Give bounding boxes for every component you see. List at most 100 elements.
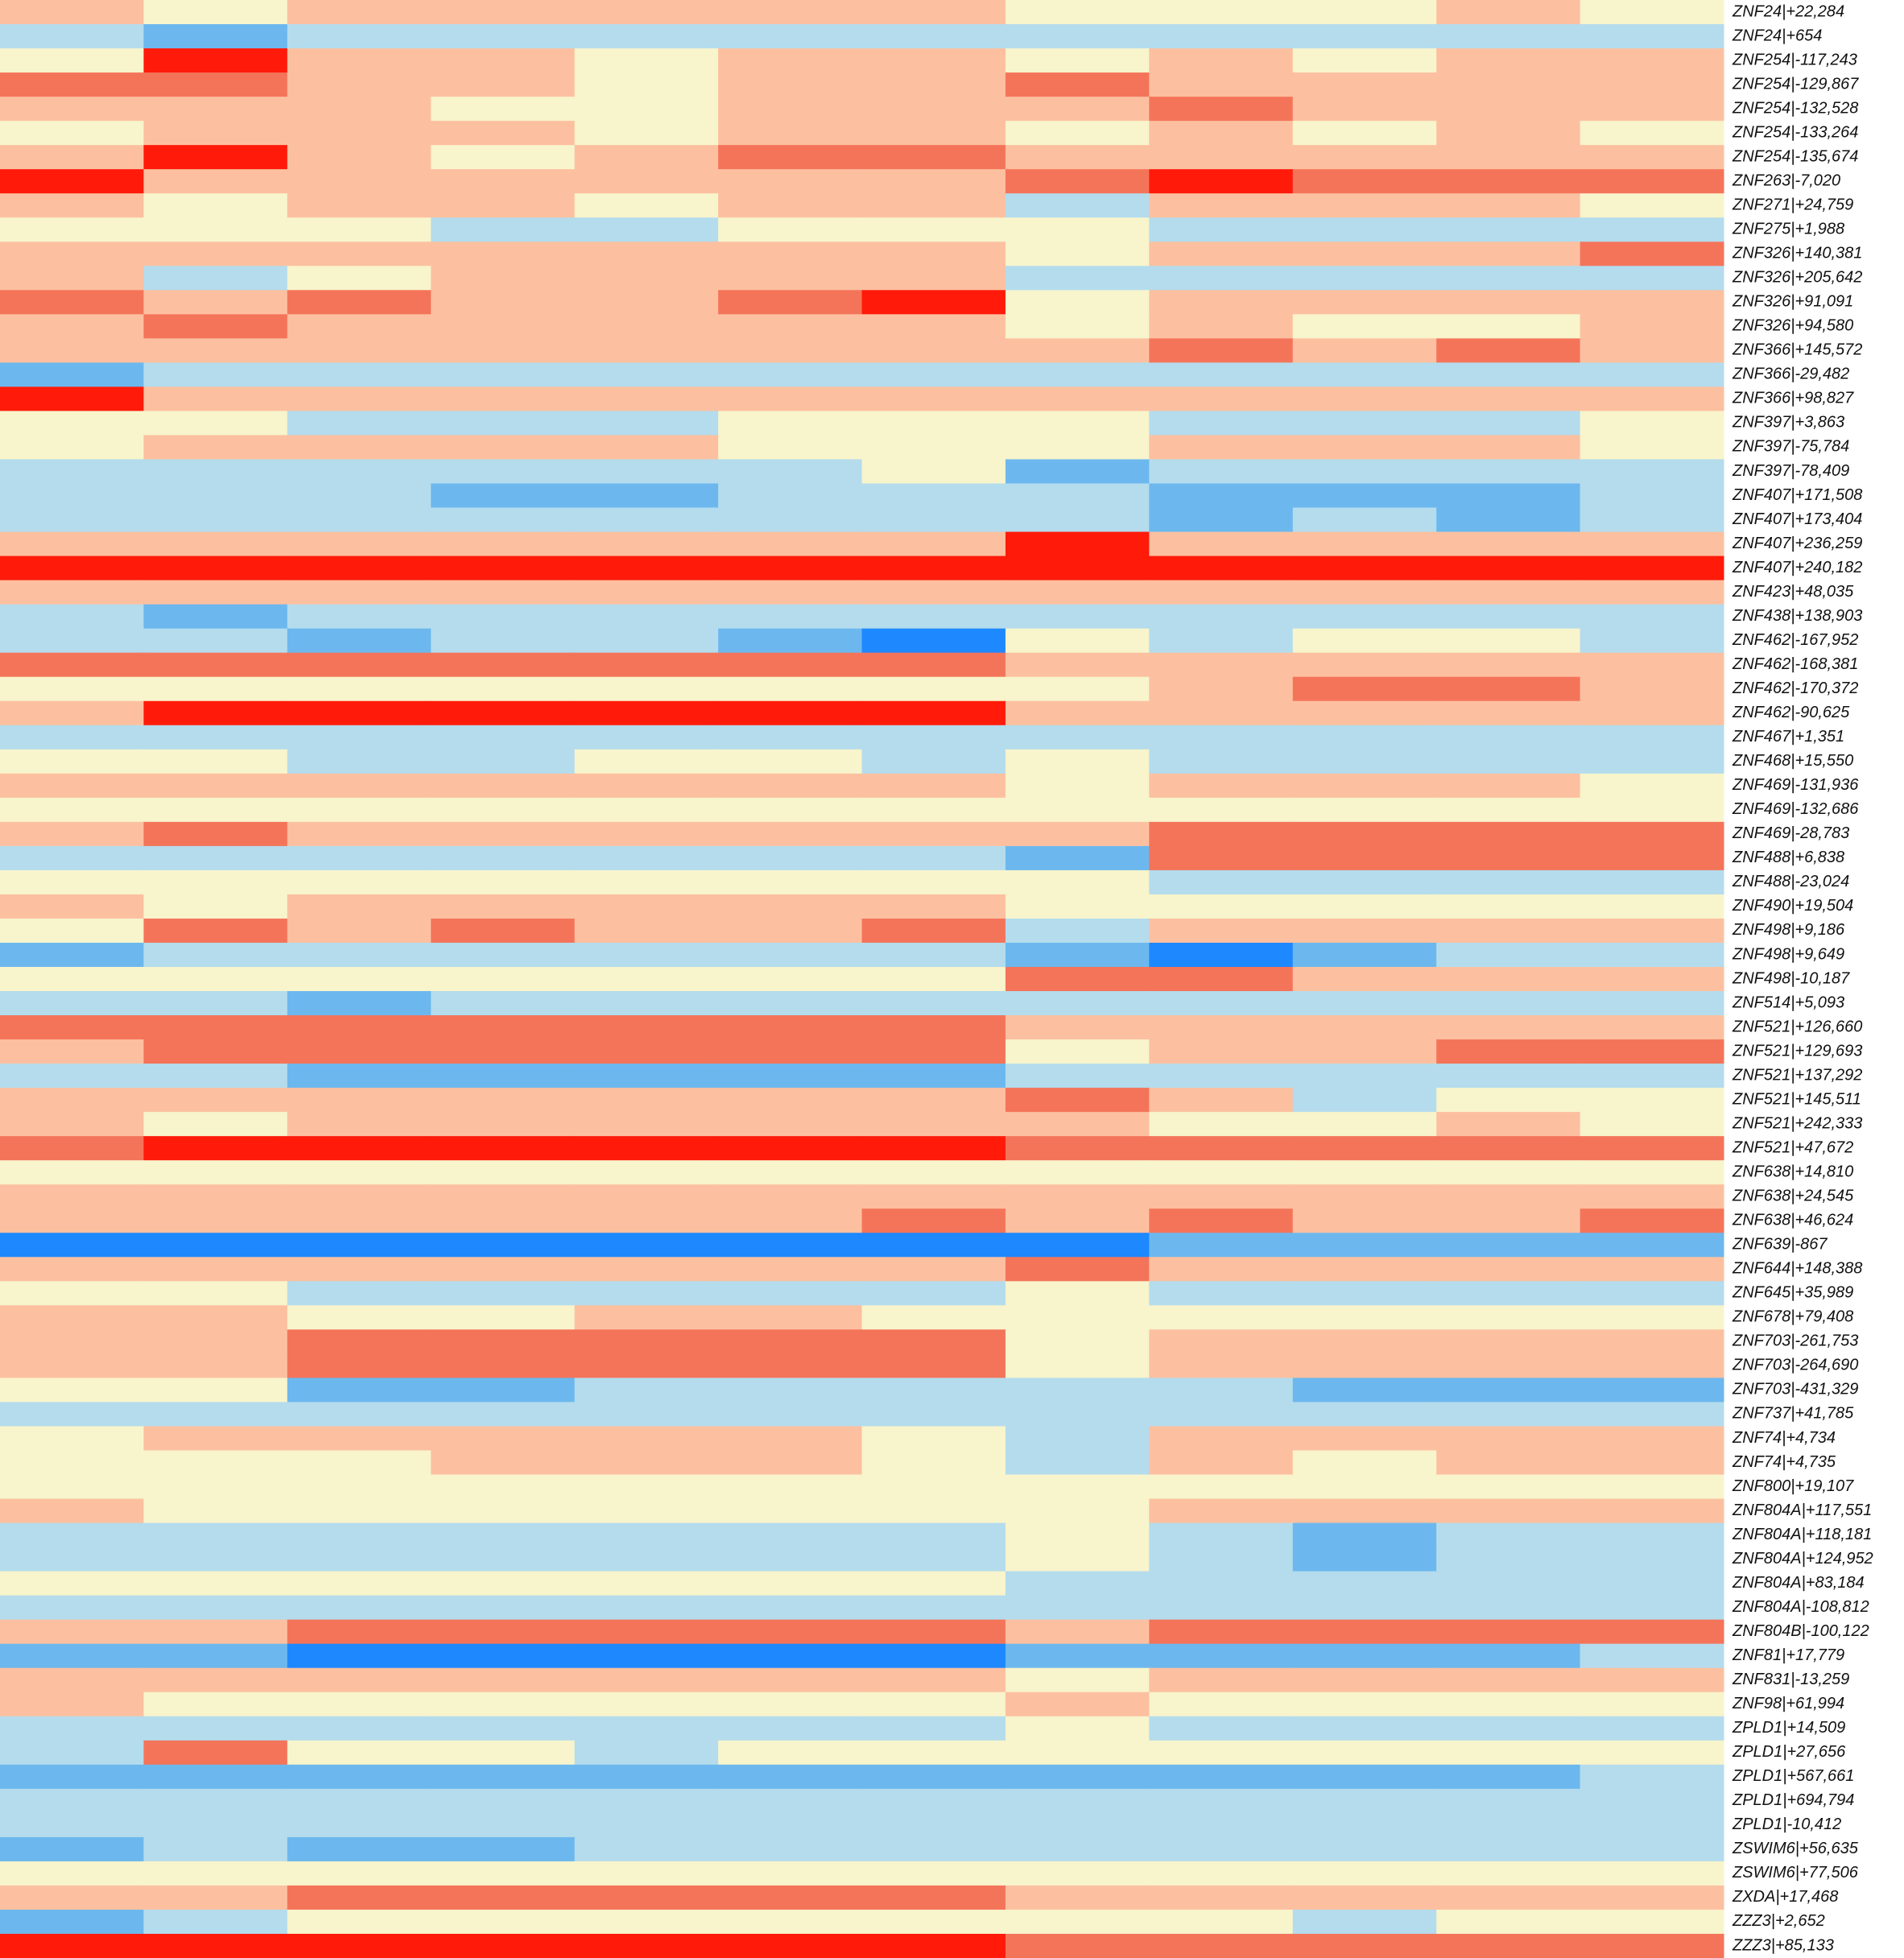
heatmap-cell [287, 604, 432, 630]
heatmap-cell [1005, 1329, 1150, 1354]
heatmap-cell [431, 217, 576, 242]
heatmap-cell [1436, 266, 1581, 291]
heatmap-cell [1436, 942, 1581, 968]
heatmap-cell [718, 1788, 862, 1814]
heatmap-cell [718, 1861, 862, 1886]
heatmap-cell [1292, 797, 1437, 823]
heatmap-cell [1292, 1184, 1437, 1209]
heatmap-cell [574, 725, 719, 750]
heatmap-cell [861, 1208, 1006, 1233]
heatmap-cell [1005, 483, 1150, 509]
heatmap-cell [431, 1619, 576, 1645]
heatmap-cell [0, 72, 144, 97]
heatmap-cell [431, 1064, 576, 1088]
heatmap-cell [1436, 1305, 1581, 1330]
heatmap-cell [1292, 773, 1437, 799]
heatmap-cell [718, 1764, 862, 1790]
heatmap-cell [431, 1329, 576, 1354]
heatmap-cell [1005, 749, 1150, 775]
heatmap-cell [1149, 24, 1294, 49]
heatmap-cell [1005, 169, 1150, 194]
row-label: ZNF423|+48,035 [1732, 583, 1854, 601]
heatmap-cell [574, 870, 719, 895]
heatmap-cell [1580, 1039, 1724, 1064]
heatmap-cell [718, 1112, 862, 1137]
heatmap-cell [1580, 1233, 1724, 1258]
heatmap-cell [574, 290, 719, 315]
heatmap-cell [1436, 0, 1581, 25]
heatmap-cell [574, 362, 719, 387]
heatmap-cell [574, 1667, 719, 1693]
heatmap-cell [574, 628, 719, 654]
heatmap-cell [0, 314, 144, 339]
heatmap-cell [1436, 1257, 1581, 1282]
heatmap-cell [1292, 1788, 1437, 1814]
heatmap-cell [574, 338, 719, 363]
heatmap-cell [574, 1015, 719, 1040]
heatmap-cell [718, 652, 862, 678]
row-label: ZNF81|+17,779 [1732, 1646, 1844, 1664]
heatmap-cell [574, 1112, 719, 1137]
heatmap-cell [0, 676, 144, 702]
heatmap-cell [574, 894, 719, 919]
heatmap-cell [1149, 1933, 1294, 1958]
heatmap-cell [1005, 145, 1150, 170]
heatmap-cell [1005, 242, 1150, 266]
heatmap-cell [0, 918, 144, 944]
heatmap-cell [1436, 338, 1581, 363]
heatmap-cell [143, 1378, 288, 1402]
heatmap-cell [1005, 1160, 1150, 1185]
heatmap-cell [1005, 1184, 1150, 1209]
heatmap-cell [1292, 1861, 1437, 1886]
heatmap-cell [1005, 580, 1150, 605]
heatmap-cell [574, 1571, 719, 1597]
row-label: ZNF804A|+117,551 [1732, 1502, 1872, 1519]
heatmap-cell [1005, 314, 1150, 339]
heatmap-cell [718, 507, 862, 533]
row-label: ZNF521|+47,672 [1732, 1138, 1853, 1156]
heatmap-cell [0, 1885, 144, 1910]
heatmap-cell [0, 1547, 144, 1572]
heatmap-cell [1292, 845, 1437, 871]
heatmap-cell [1436, 1136, 1581, 1161]
heatmap-cell [718, 0, 862, 25]
heatmap-cell [718, 1547, 862, 1572]
heatmap-cell [574, 700, 719, 726]
heatmap-cell [1292, 1716, 1437, 1741]
heatmap-cell [861, 676, 1006, 702]
heatmap-cell [431, 1450, 576, 1476]
heatmap-cell [1149, 991, 1294, 1016]
heatmap-cell [1005, 411, 1150, 436]
heatmap-cell [0, 845, 144, 871]
heatmap-cell [861, 821, 1006, 847]
heatmap-cell [431, 580, 576, 605]
heatmap-cell [861, 0, 1006, 25]
heatmap-cell [574, 1378, 719, 1402]
heatmap-cell [861, 1039, 1006, 1064]
heatmap-cell [143, 386, 288, 411]
heatmap-cell [431, 266, 576, 291]
heatmap-cell [287, 1160, 432, 1185]
row-label: ZSWIM6|+77,506 [1732, 1864, 1859, 1882]
heatmap-cell [1005, 290, 1150, 315]
heatmap-cell [718, 1353, 862, 1378]
heatmap-cell [1436, 1764, 1581, 1790]
heatmap-cell [718, 169, 862, 194]
heatmap-cell [718, 749, 862, 775]
heatmap-cell [287, 1426, 432, 1451]
row-label: ZNF326|+91,091 [1732, 293, 1853, 311]
heatmap-cell [1005, 1088, 1150, 1113]
heatmap-cell [1436, 1909, 1581, 1935]
heatmap-cell [1436, 1353, 1581, 1378]
heatmap-cell [1149, 604, 1294, 630]
heatmap-cell [0, 966, 144, 992]
heatmap-cell [861, 1184, 1006, 1209]
heatmap-cell [718, 821, 862, 847]
heatmap-cell [718, 266, 862, 291]
heatmap-cell [287, 48, 432, 73]
heatmap-cell [1149, 1740, 1294, 1766]
heatmap-cell [1292, 1667, 1437, 1693]
heatmap-cell [431, 1836, 576, 1862]
heatmap-cell [861, 266, 1006, 291]
heatmap-cell [0, 1498, 144, 1524]
